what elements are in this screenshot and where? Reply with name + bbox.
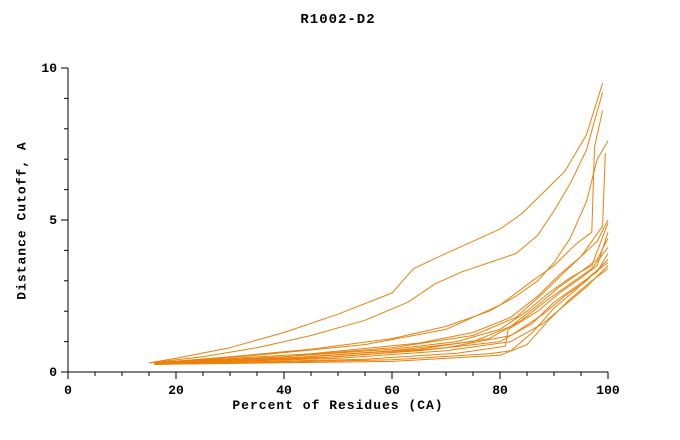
series-line-model-05 xyxy=(154,153,606,364)
x-tick-label: 60 xyxy=(384,383,400,398)
x-tick-label: 80 xyxy=(492,383,508,398)
series-line-model-01 xyxy=(148,83,604,364)
series-line-model-02 xyxy=(148,92,604,364)
chart-title: R1002-D2 xyxy=(300,12,376,28)
series-line-model-14 xyxy=(154,268,609,365)
x-tick-label: 40 xyxy=(276,383,292,398)
series-line-model-13 xyxy=(154,262,609,365)
series-line-model-12 xyxy=(154,265,609,365)
series-line-model-06 xyxy=(154,219,609,364)
y-tick-label: 0 xyxy=(49,365,57,380)
x-tick-label: 0 xyxy=(64,383,72,398)
series-line-model-15 xyxy=(154,232,609,365)
y-tick-label: 5 xyxy=(49,213,57,228)
x-tick-label: 20 xyxy=(168,383,184,398)
series-line-model-04 xyxy=(154,110,604,364)
y-tick-label: 10 xyxy=(41,61,57,76)
series-line-model-09 xyxy=(154,247,609,364)
x-tick-label: 100 xyxy=(596,383,620,398)
series-line-model-03 xyxy=(154,140,609,364)
x-axis-label: Percent of Residues (CA) xyxy=(232,398,444,413)
